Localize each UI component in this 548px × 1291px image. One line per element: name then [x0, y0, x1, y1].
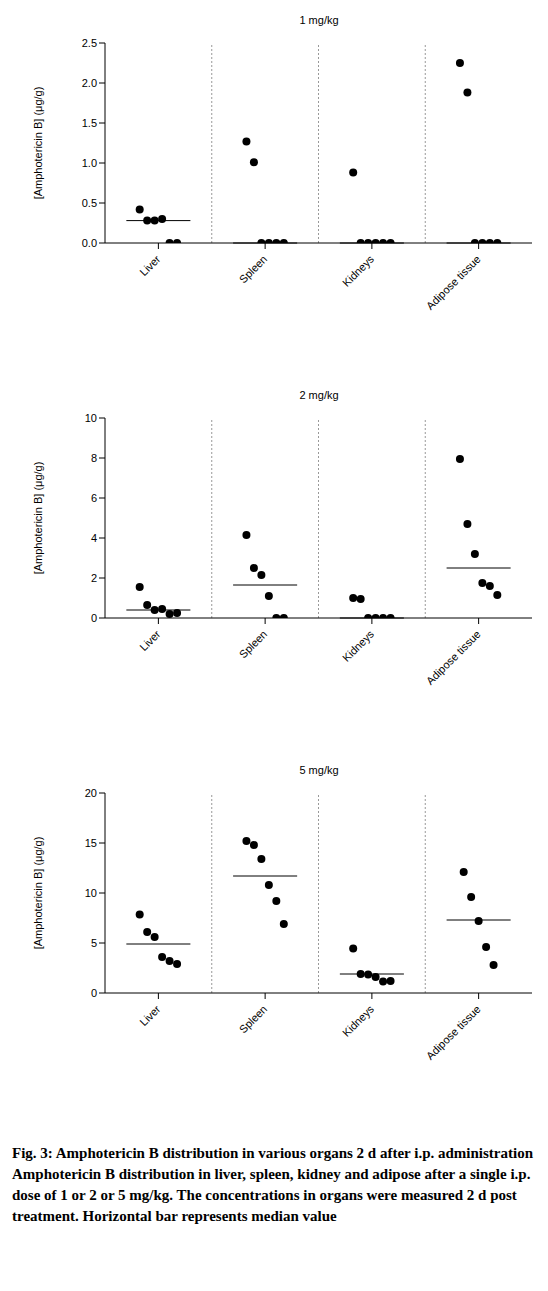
- html-text:1 mg/kg: 1 mg/kg: [299, 14, 339, 26]
- svg-text:20: 20: [85, 787, 97, 799]
- svg-text:Kidneys: Kidneys: [340, 627, 377, 664]
- svg-text:0.5: 0.5: [82, 197, 97, 209]
- svg-text:Spleen: Spleen: [237, 628, 270, 661]
- svg-text:2.0: 2.0: [82, 77, 97, 89]
- svg-text:Spleen: Spleen: [237, 253, 270, 286]
- svg-text:[Amphotericin B] (μg/g): [Amphotericin B] (μg/g): [32, 837, 44, 950]
- svg-text:Adipose tissue: Adipose tissue: [424, 253, 483, 312]
- svg-text:[Amphotericin B] (μg/g): [Amphotericin B] (μg/g): [32, 462, 44, 575]
- html-text:2 mg/kg: 2 mg/kg: [299, 389, 339, 401]
- html-text:Amphotericin B distribution in: Amphotericin B distribution in liver, sp…: [12, 1166, 531, 1224]
- svg-text:8: 8: [91, 452, 97, 464]
- svg-text:Spleen: Spleen: [237, 1003, 270, 1036]
- svg-text:2.5: 2.5: [82, 37, 97, 49]
- svg-text:15: 15: [85, 837, 97, 849]
- svg-text:5: 5: [91, 937, 97, 949]
- svg-text:1.0: 1.0: [82, 157, 97, 169]
- svg-text:0: 0: [91, 612, 97, 624]
- svg-text:Kidneys: Kidneys: [340, 252, 377, 289]
- html-text:5 mg/kg: 5 mg/kg: [299, 764, 339, 776]
- svg-text:Adipose tissue: Adipose tissue: [424, 1003, 483, 1062]
- svg-text:2: 2: [91, 572, 97, 584]
- svg-text:Adipose tissue: Adipose tissue: [424, 628, 483, 687]
- svg-text:1.5: 1.5: [82, 117, 97, 129]
- svg-text:10: 10: [85, 887, 97, 899]
- svg-text:Liver: Liver: [137, 628, 163, 654]
- svg-text:0.0: 0.0: [82, 237, 97, 249]
- svg-text:4: 4: [91, 532, 97, 544]
- svg-text:0: 0: [91, 987, 97, 999]
- html-text:Fig. 3: Amphotericin B distrib: Fig. 3: Amphotericin B distribution in v…: [12, 1145, 533, 1161]
- svg-text:Kidneys: Kidneys: [340, 1002, 377, 1039]
- svg-text:[Amphotericin B] (μg/g): [Amphotericin B] (μg/g): [32, 87, 44, 200]
- svg-text:10: 10: [85, 412, 97, 424]
- svg-text:Liver: Liver: [137, 253, 163, 279]
- svg-text:Liver: Liver: [137, 1003, 163, 1029]
- svg-text:6: 6: [91, 492, 97, 504]
